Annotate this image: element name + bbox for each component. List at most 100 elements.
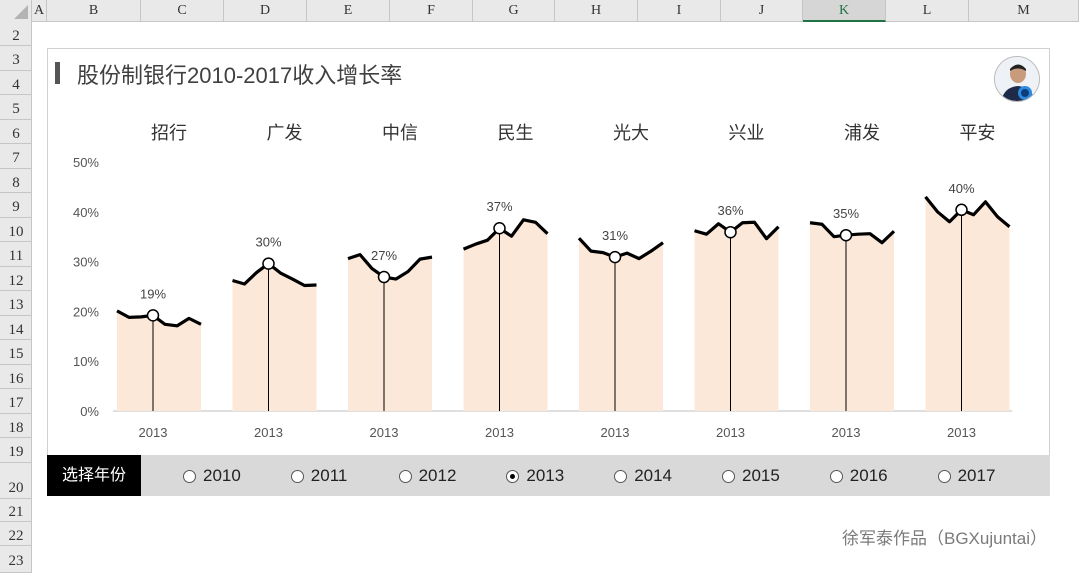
- column-header-h[interactable]: H: [555, 0, 638, 22]
- row-header-bar: 2 3 4 5 6 7 8 9 10 11 12 13 14 15 16 17 18 19 20 21 22 23: [0, 22, 32, 573]
- selected-point: [493, 221, 506, 235]
- x-tick-label: 2013: [832, 425, 861, 440]
- row-header-10[interactable]: 10: [0, 218, 32, 242]
- y-tick-label: 0%: [80, 404, 99, 419]
- row-header-5[interactable]: 5: [0, 95, 32, 120]
- area-0: [117, 310, 201, 411]
- year-radio-label: 2012: [418, 466, 457, 485]
- year-selector-bar: [47, 455, 1050, 496]
- selected-point: [955, 203, 968, 217]
- series-line-5: [694, 220, 780, 241]
- title-accent-bar: [55, 62, 60, 84]
- x-tick-label: 2013: [947, 425, 976, 440]
- column-header-d[interactable]: D: [224, 0, 307, 22]
- row-header-15[interactable]: 15: [0, 340, 32, 365]
- year-radio-2013[interactable]: 2013: [506, 466, 564, 486]
- area-7: [925, 196, 1010, 411]
- data-label: 37%: [486, 199, 512, 214]
- column-header-j[interactable]: J: [721, 0, 803, 22]
- series-line-7: [924, 195, 1011, 228]
- year-radio-2017[interactable]: 2017: [937, 466, 996, 486]
- row-header-13[interactable]: 13: [0, 291, 32, 316]
- row-header-2[interactable]: 2: [0, 22, 32, 46]
- year-radio-label: 2016: [849, 466, 888, 485]
- row-header-7[interactable]: 7: [0, 144, 32, 169]
- radio-circle-icon[interactable]: [937, 469, 951, 483]
- year-radio-2014[interactable]: 2014: [614, 466, 672, 486]
- year-radio-label: 2010: [203, 466, 241, 485]
- y-tick-label: 40%: [73, 205, 99, 220]
- row-header-9[interactable]: 9: [0, 193, 32, 218]
- column-header-b[interactable]: B: [47, 0, 141, 22]
- column-header-l[interactable]: L: [886, 0, 969, 22]
- data-label: 27%: [371, 248, 397, 263]
- selected-point: [608, 250, 622, 264]
- column-header-i[interactable]: I: [638, 0, 721, 22]
- year-selector-label: 选择年份: [47, 455, 141, 496]
- row-header-19[interactable]: 19: [0, 438, 32, 463]
- column-header-e[interactable]: E: [307, 0, 390, 22]
- selected-point: [839, 228, 853, 242]
- bank-name-label: 平安: [960, 123, 996, 143]
- radio-circle-icon[interactable]: [183, 469, 196, 483]
- row-header-11[interactable]: 11: [0, 242, 32, 267]
- series-line-4: [577, 237, 664, 261]
- radio-circle-icon[interactable]: [829, 469, 843, 483]
- row-header-21[interactable]: 21: [0, 499, 32, 522]
- year-radio-2012[interactable]: 2012: [398, 466, 457, 486]
- data-label: 19%: [140, 286, 166, 301]
- x-tick-label: 2013: [370, 425, 399, 440]
- selected-point: [724, 225, 737, 239]
- row-header-12[interactable]: 12: [0, 267, 32, 291]
- row-header-18[interactable]: 18: [0, 414, 32, 438]
- row-header-14[interactable]: 14: [0, 316, 32, 340]
- column-header-a[interactable]: A: [32, 0, 47, 22]
- y-tick-label: 50%: [73, 155, 99, 170]
- year-radio-label: 2017: [957, 466, 996, 485]
- select-all-corner[interactable]: [0, 0, 32, 22]
- data-label: 40%: [948, 181, 974, 196]
- x-tick-label: 2013: [139, 425, 168, 440]
- row-header-6[interactable]: 6: [0, 120, 32, 144]
- avatar-portrait-icon: [995, 57, 1039, 101]
- row-header-22[interactable]: 22: [0, 522, 32, 546]
- y-tick-label: 30%: [73, 255, 99, 270]
- radio-circle-icon[interactable]: [506, 469, 520, 483]
- bank-name-label: 浦发: [844, 123, 880, 143]
- row-header-3[interactable]: 3: [0, 46, 32, 71]
- bank-name-label: 兴业: [729, 123, 765, 143]
- year-radio-2015[interactable]: 2015: [722, 466, 780, 486]
- row-header-17[interactable]: 17: [0, 389, 32, 414]
- row-header-8[interactable]: 8: [0, 169, 32, 193]
- row-header-20[interactable]: 20: [0, 463, 32, 499]
- data-label: 36%: [717, 203, 743, 218]
- x-tick-label: 2013: [485, 425, 514, 440]
- area-6: [810, 222, 894, 411]
- bank-name-label: 光大: [613, 123, 649, 143]
- row-header-16[interactable]: 16: [0, 365, 32, 389]
- column-header-f[interactable]: F: [390, 0, 473, 22]
- area-3: [463, 219, 548, 411]
- chart-title: 股份制银行2010-2017收入增长率: [77, 63, 403, 88]
- year-radio-2010[interactable]: 2010: [183, 466, 241, 486]
- x-tick-label: 2013: [716, 425, 745, 440]
- series-line-1: [232, 261, 317, 288]
- year-radio-2011[interactable]: 2011: [290, 466, 347, 486]
- radio-circle-icon[interactable]: [398, 469, 412, 483]
- x-tick-label: 2013: [601, 425, 630, 440]
- row-header-4[interactable]: 4: [0, 71, 32, 95]
- year-radio-2016[interactable]: 2016: [829, 466, 888, 486]
- radio-circle-icon[interactable]: [614, 469, 628, 483]
- author-avatar: [994, 56, 1040, 102]
- column-header-g[interactable]: G: [473, 0, 555, 22]
- bank-name-label: 招行: [151, 123, 187, 143]
- year-radio-label: 2015: [742, 466, 780, 485]
- select-all-triangle-icon: [14, 5, 28, 19]
- radio-circle-icon[interactable]: [290, 469, 304, 483]
- radio-circle-icon[interactable]: [722, 469, 735, 483]
- column-header-c[interactable]: C: [141, 0, 224, 22]
- column-header-k[interactable]: K: [803, 0, 886, 22]
- bank-name-label: 中信: [382, 123, 418, 143]
